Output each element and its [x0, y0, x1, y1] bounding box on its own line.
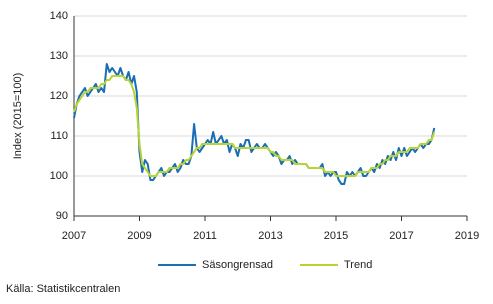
- series-line: [73, 75, 436, 177]
- y-tick-label: 90: [56, 210, 68, 222]
- y-axis-label: Index (2015=100): [12, 73, 24, 160]
- x-tick-label: 2009: [127, 230, 151, 242]
- source: Källa: Statistikcentralen: [6, 283, 120, 295]
- y-tick-label: 120: [50, 90, 68, 102]
- x-tick-label: 2011: [193, 230, 217, 242]
- x-tick-label: 2019: [455, 230, 479, 242]
- y-tick-label: 100: [50, 170, 68, 182]
- y-tick-label: 130: [50, 50, 68, 62]
- legend-label: Trend: [344, 259, 372, 271]
- series-line: [73, 63, 436, 185]
- x-tick-label: 2013: [258, 230, 282, 242]
- y-tick-label: 110: [50, 130, 68, 142]
- x-tick-label: 2017: [389, 230, 413, 242]
- legend-label: Säsongrensad: [202, 259, 273, 271]
- x-tick-label: 2007: [62, 230, 86, 242]
- x-tick-label: 2015: [324, 230, 348, 242]
- y-tick-label: 140: [50, 10, 68, 22]
